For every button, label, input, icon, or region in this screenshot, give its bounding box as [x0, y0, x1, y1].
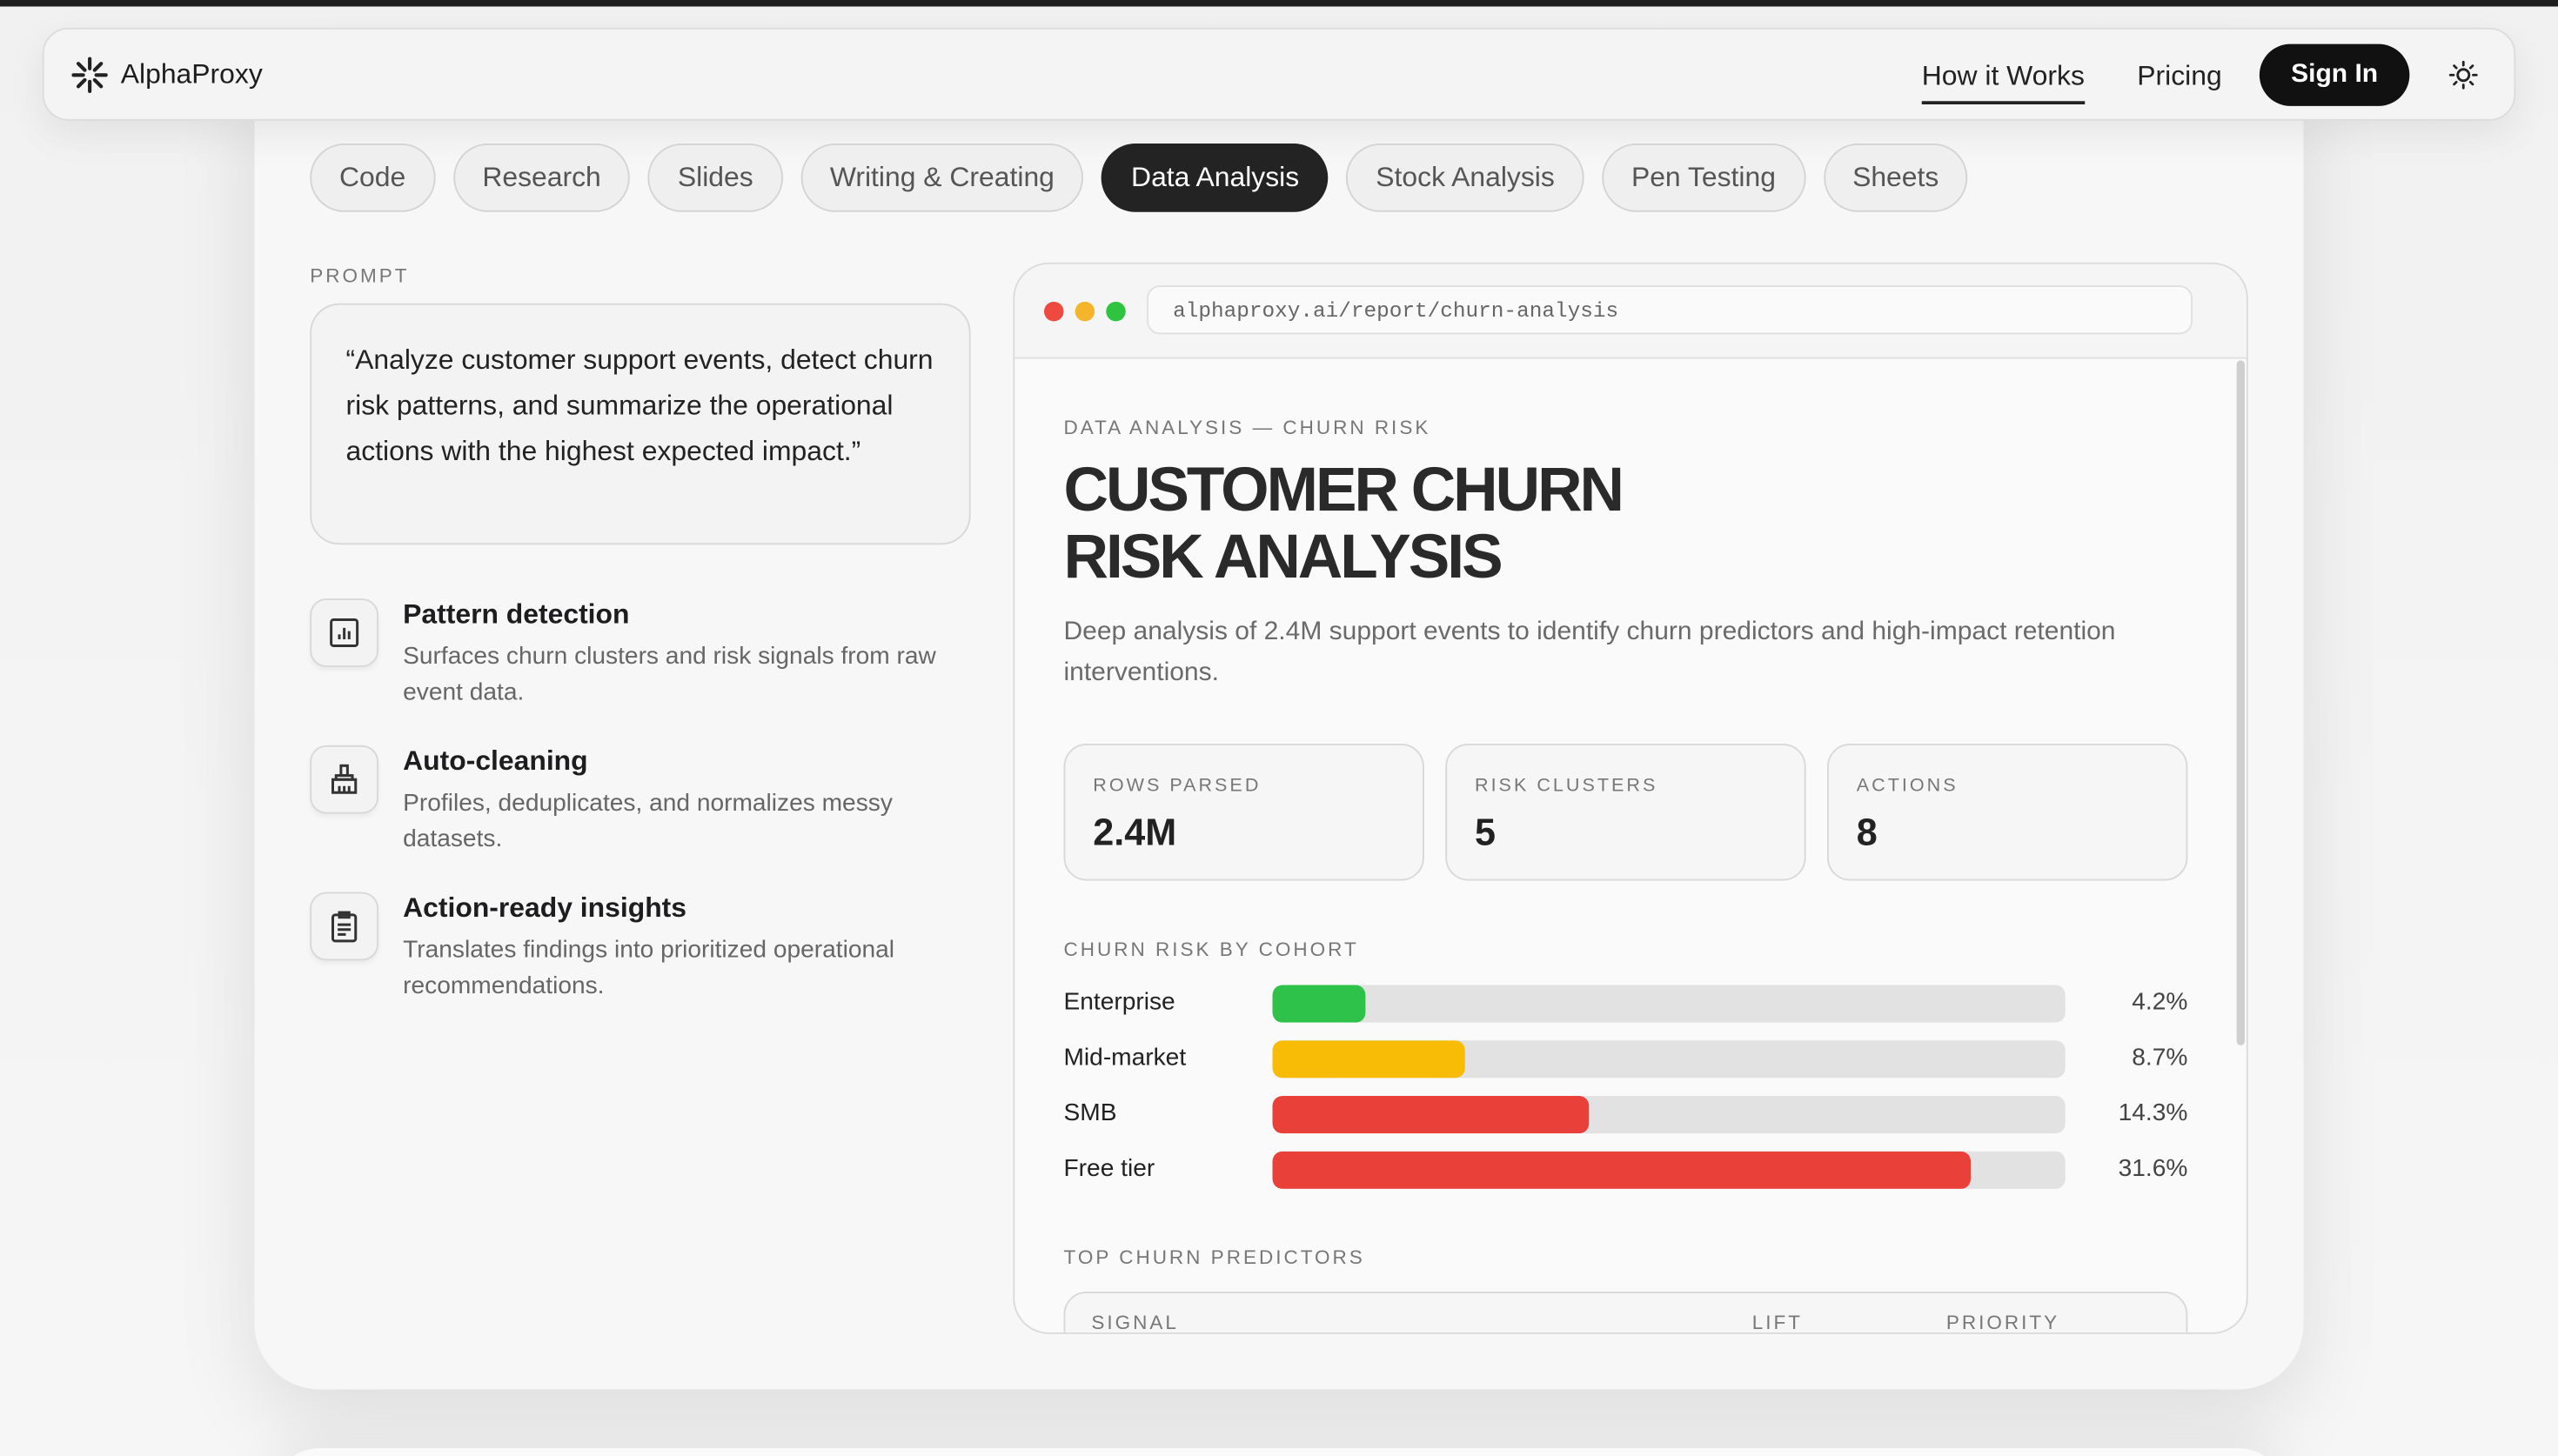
bar-track	[1272, 1096, 2066, 1134]
cohort-row: Mid-market 8.7%	[1063, 1039, 2188, 1079]
navbar: AlphaProxy How it Works Pricing Sign In	[42, 27, 2516, 121]
column-header: SIGNAL	[1091, 1311, 1179, 1334]
value-label: 31.6%	[2118, 1154, 2188, 1183]
tab[interactable]: Stock Analysis	[1346, 144, 1584, 212]
feature-desc: Translates findings into prioritized ope…	[403, 936, 895, 1000]
report-description: Deep analysis of 2.4M support events to …	[1063, 618, 2116, 687]
stat-label: ROWS PARSED	[1093, 776, 1262, 797]
bar	[1272, 1151, 1971, 1189]
tab[interactable]: Pen Testing	[1602, 144, 1805, 212]
feature: Pattern detection Surfaces churn cluster…	[310, 598, 979, 729]
tab[interactable]: Sheets	[1823, 144, 1969, 212]
bar-track	[1272, 985, 2066, 1023]
window-dot	[1075, 301, 1095, 322]
feature-title: Action-ready insights	[403, 892, 687, 924]
chart-title: CHURN RISK BY COHORT	[1063, 938, 1359, 961]
bar-track	[1272, 1151, 2066, 1189]
value-label: 14.3%	[2118, 1099, 2188, 1127]
feature-icon	[310, 745, 378, 814]
stat-card: ACTIONS 8	[1827, 744, 2188, 881]
feature-icon	[310, 892, 378, 961]
bar	[1272, 1096, 1589, 1134]
feature-title: Auto-cleaning	[403, 745, 588, 777]
bar	[1272, 985, 1366, 1023]
tab-bar: Code Research Slides Writing & Creating Data…	[310, 144, 1969, 212]
sign-in-button[interactable]: Sign In	[2259, 43, 2410, 106]
stat-label: RISK CLUSTERS	[1475, 776, 1658, 797]
cohort-row: SMB 14.3%	[1063, 1094, 2188, 1134]
tab[interactable]: Data Analysis	[1102, 144, 1329, 212]
feature: Auto-cleaning Profiles, deduplicates, an…	[310, 745, 979, 876]
tab[interactable]: Code	[310, 144, 435, 212]
feature-icon	[310, 598, 378, 667]
window-dot	[1044, 301, 1064, 322]
cohort-label: Free tier	[1063, 1154, 1155, 1183]
section-title: TOP CHURN PREDICTORS	[1063, 1246, 1365, 1269]
report-title: CUSTOMER CHURN RISK ANALYSIS	[1063, 457, 1625, 592]
nav-link[interactable]: How it Works	[1921, 60, 2085, 104]
cohort-row: Enterprise 4.2%	[1063, 984, 2188, 1023]
predictor-table: SIGNAL LIFT PRIORITY	[1063, 1292, 2188, 1334]
column-header: LIFT	[1751, 1311, 1804, 1334]
feature-title: Pattern detection	[403, 598, 630, 630]
report-eyebrow: DATA ANALYSIS — CHURN RISK	[1063, 416, 1431, 439]
stat-value: 5	[1475, 810, 1496, 853]
value-label: 4.2%	[2132, 988, 2188, 1017]
cohort-row: Free tier 31.6%	[1063, 1150, 2188, 1189]
theme-toggle[interactable]	[2448, 60, 2478, 90]
bar-track	[1272, 1040, 2066, 1079]
brand[interactable]: AlphaProxy	[120, 58, 263, 90]
stat-value: 2.4M	[1093, 810, 1177, 853]
tab[interactable]: Research	[452, 144, 631, 212]
url-bar[interactable]: alphaproxy.ai/report/churn-analysis	[1147, 285, 2193, 335]
column-header: PRIORITY	[1945, 1311, 2060, 1334]
cohort-label: SMB	[1063, 1099, 1117, 1127]
cohort-label: Mid-market	[1063, 1044, 1187, 1072]
stat-label: ACTIONS	[1856, 776, 1959, 797]
feature: Action-ready insights Translates finding…	[310, 892, 979, 1023]
window-header: alphaproxy.ai/report/churn-analysis	[1014, 264, 2247, 359]
top-bar	[0, 0, 2558, 7]
next-card	[271, 1448, 2287, 1456]
stat-card: ROWS PARSED 2.4M	[1063, 744, 1424, 881]
nav-link[interactable]: Pricing	[2137, 60, 2222, 91]
prompt-box: “Analyze customer support events, detect…	[310, 303, 971, 545]
cohort-label: Enterprise	[1063, 988, 1175, 1017]
scrollbar[interactable]	[2236, 360, 2245, 1045]
stat-value: 8	[1856, 810, 1878, 853]
tab[interactable]: Writing & Creating	[800, 144, 1084, 212]
feature-desc: Profiles, deduplicates, and normalizes m…	[403, 789, 893, 853]
bar	[1272, 1040, 1465, 1079]
tab[interactable]: Slides	[648, 144, 783, 212]
window-dot	[1106, 301, 1126, 322]
stat-card: RISK CLUSTERS 5	[1445, 744, 1806, 881]
feature-desc: Surfaces churn clusters and risk signals…	[403, 642, 936, 706]
prompt-label: PROMPT	[310, 264, 410, 287]
logo	[71, 57, 108, 93]
report-window: alphaproxy.ai/report/churn-analysis DATA…	[1013, 262, 2248, 1334]
value-label: 8.7%	[2132, 1044, 2188, 1072]
